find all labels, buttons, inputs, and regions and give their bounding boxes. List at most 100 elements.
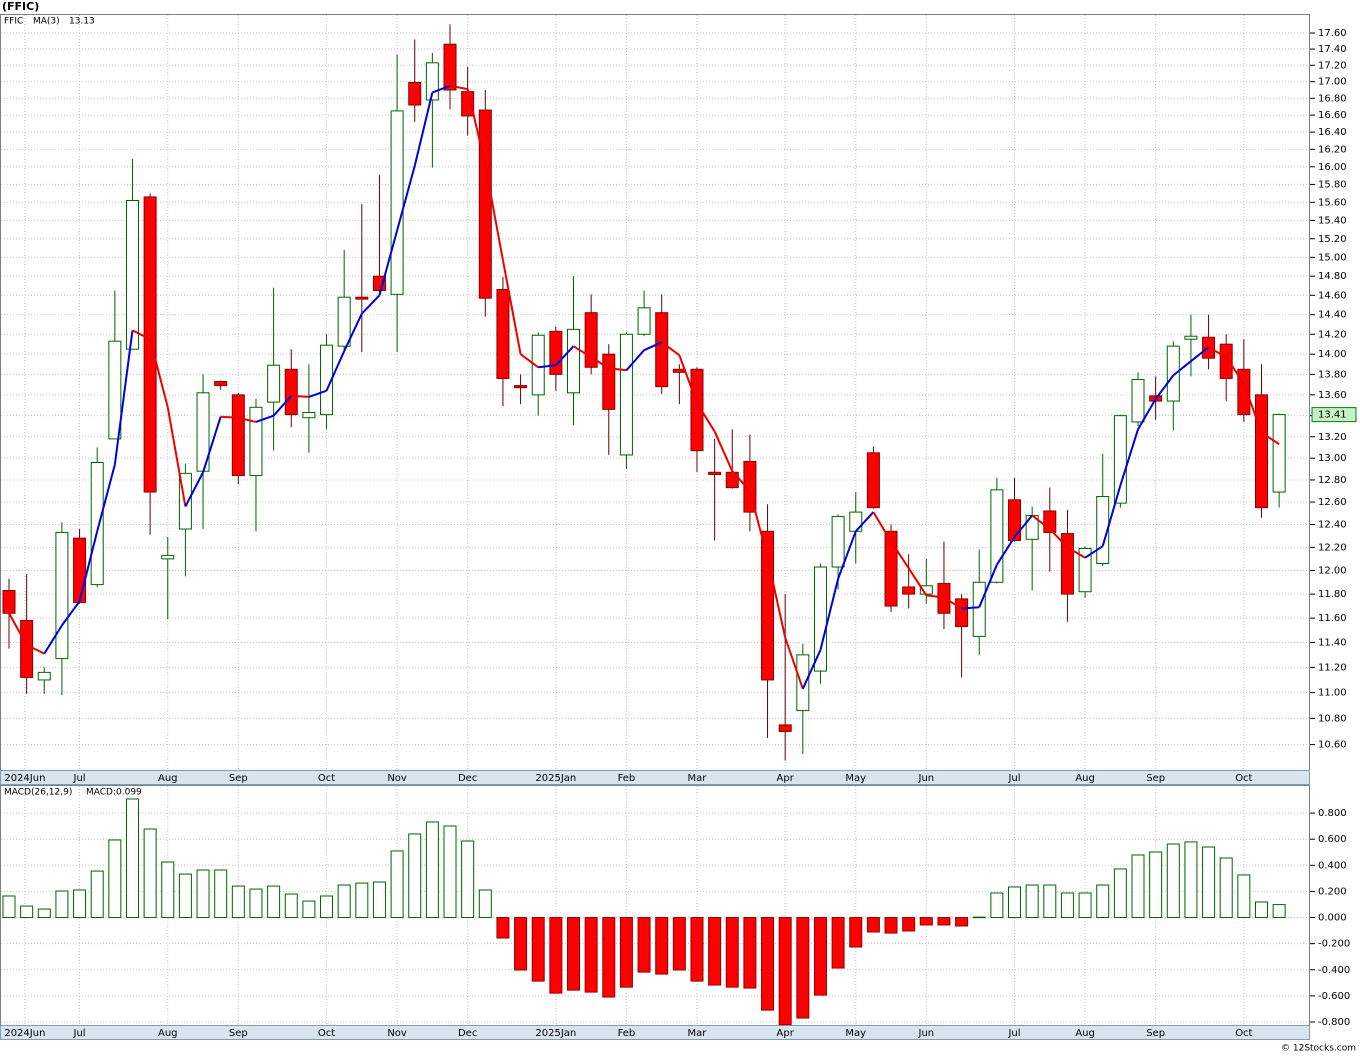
candle-body bbox=[690, 368, 704, 452]
ma-segment bbox=[643, 341, 663, 352]
macd-bar bbox=[743, 917, 757, 989]
ma-segment bbox=[1013, 514, 1033, 538]
y-tick-label: 14.00 bbox=[1318, 349, 1347, 360]
macd-bar bbox=[602, 917, 616, 998]
candle-body bbox=[355, 296, 369, 300]
candle-body bbox=[514, 385, 528, 389]
macd-bar bbox=[196, 869, 210, 919]
candle-body bbox=[249, 406, 263, 477]
x-tick-label: Aug bbox=[158, 1028, 178, 1039]
macd-bar bbox=[884, 917, 898, 934]
macd-bar bbox=[919, 917, 933, 926]
y-tick-label: 13.00 bbox=[1318, 453, 1347, 464]
y-tick-label: 13.60 bbox=[1318, 390, 1347, 401]
candle-body bbox=[831, 516, 845, 568]
last-price-box bbox=[1311, 407, 1357, 423]
candle-body bbox=[443, 43, 457, 91]
ma-segment bbox=[748, 490, 769, 558]
ma-segment bbox=[555, 345, 575, 366]
date-strip bbox=[0, 1025, 1310, 1040]
x-tick-label: May bbox=[845, 1028, 866, 1039]
x-tick-label: 2025Jan bbox=[535, 1028, 576, 1039]
macd-bar bbox=[337, 884, 351, 919]
ma-segment bbox=[1031, 514, 1051, 530]
x-tick-label: Sep bbox=[1146, 773, 1165, 784]
macd-bar bbox=[1043, 884, 1057, 919]
y-tick-label: 14.60 bbox=[1318, 290, 1347, 301]
y-tick-label: 17.40 bbox=[1318, 44, 1347, 55]
macd-bar bbox=[1096, 884, 1110, 919]
ma-segment bbox=[501, 259, 522, 355]
candle-body bbox=[478, 109, 492, 299]
ma-segment bbox=[1154, 374, 1175, 400]
ma-segment bbox=[255, 414, 274, 423]
macd-bar bbox=[1219, 857, 1233, 919]
macd-bar bbox=[249, 888, 263, 919]
panel-frame bbox=[0, 14, 1310, 771]
y-tick-label: 12.40 bbox=[1318, 519, 1347, 530]
candle-body bbox=[108, 340, 122, 440]
ma-segment bbox=[325, 350, 346, 392]
macd-bar bbox=[637, 917, 651, 973]
ma-segment bbox=[61, 600, 81, 626]
candle-body bbox=[231, 394, 245, 477]
ma-segment bbox=[1260, 431, 1280, 446]
macd-bar bbox=[655, 917, 669, 975]
macd-bar bbox=[831, 917, 845, 969]
x-tick-label: 2024Jun bbox=[4, 1028, 45, 1039]
ma-segment bbox=[819, 578, 840, 651]
y-tick-label: 16.00 bbox=[1318, 162, 1347, 173]
ma-segment bbox=[1172, 360, 1192, 377]
candle-body bbox=[1096, 495, 1110, 565]
candle-body bbox=[372, 275, 386, 291]
candle-body bbox=[320, 344, 334, 416]
candle-body bbox=[1078, 547, 1092, 593]
ma-segment bbox=[343, 313, 363, 352]
macd-bar bbox=[514, 917, 528, 971]
footer: © 12Stocks.com bbox=[1281, 1044, 1356, 1054]
legend-macd: MACD(26,12,9) bbox=[4, 788, 72, 798]
macd-bar bbox=[937, 917, 951, 926]
candle-body bbox=[955, 598, 969, 628]
last-price-label: 13.41 bbox=[1318, 410, 1347, 421]
macd-bar bbox=[866, 917, 880, 933]
ma-segment bbox=[943, 596, 963, 610]
ma-segment bbox=[96, 464, 116, 532]
ma-segment bbox=[855, 511, 875, 532]
ma-segment bbox=[926, 594, 945, 599]
x-tick-label: 2024Jun bbox=[4, 773, 45, 784]
macd-bar bbox=[90, 870, 104, 919]
candle-body bbox=[408, 82, 422, 106]
y-tick-label: 13.20 bbox=[1318, 432, 1347, 443]
candle-body bbox=[990, 489, 1004, 583]
ma-segment bbox=[996, 536, 1016, 566]
ma-segment bbox=[26, 644, 45, 655]
y-tick-label: 15.40 bbox=[1318, 215, 1347, 226]
candle-body bbox=[73, 537, 87, 603]
ma-segment bbox=[961, 606, 980, 610]
y-tick-label: 12.60 bbox=[1318, 497, 1347, 508]
y-tick-label: 12.00 bbox=[1318, 566, 1347, 577]
candle-body bbox=[1043, 510, 1057, 533]
candle-body bbox=[55, 531, 69, 660]
candle-body bbox=[425, 62, 439, 101]
macd-bar bbox=[990, 892, 1004, 919]
x-tick-label: Mar bbox=[688, 1028, 708, 1039]
candle-body bbox=[214, 381, 228, 387]
x-tick-label: Jul bbox=[1007, 1028, 1020, 1039]
ma-segment bbox=[608, 367, 627, 372]
ma-segment bbox=[625, 349, 645, 371]
macd-bar bbox=[1184, 841, 1198, 919]
candle-body bbox=[1060, 533, 1074, 595]
y-tick-label: 16.80 bbox=[1318, 93, 1347, 104]
candle-body bbox=[1184, 335, 1198, 340]
candle-body bbox=[1008, 499, 1022, 541]
candle-body bbox=[161, 554, 175, 560]
candle-body bbox=[2, 590, 16, 614]
candle-body bbox=[1272, 414, 1286, 493]
y-tick-label: 10.80 bbox=[1318, 713, 1347, 724]
candle-body bbox=[1166, 345, 1180, 402]
x-tick-label: Jul bbox=[1007, 773, 1020, 784]
candle-body bbox=[531, 334, 545, 396]
